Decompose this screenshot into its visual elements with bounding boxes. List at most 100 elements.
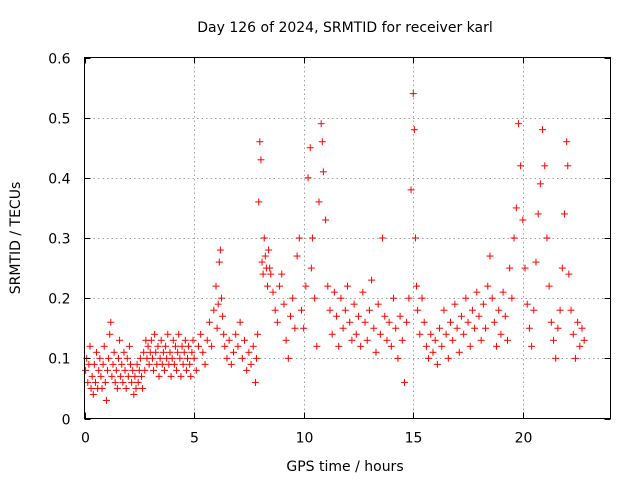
y-tick-label: 0.5 bbox=[48, 112, 70, 128]
data-point bbox=[144, 342, 152, 350]
data-point bbox=[190, 354, 198, 362]
x-tick-label: 5 bbox=[190, 431, 199, 447]
data-point bbox=[208, 342, 216, 350]
data-point bbox=[247, 360, 255, 368]
data-point bbox=[354, 312, 362, 320]
data-point bbox=[339, 324, 347, 332]
data-point bbox=[273, 318, 281, 326]
x-tick-label: 0 bbox=[81, 431, 90, 447]
data-point bbox=[392, 324, 400, 332]
data-point bbox=[453, 324, 461, 332]
data-point bbox=[319, 168, 327, 176]
data-point bbox=[499, 288, 507, 296]
data-point bbox=[227, 360, 235, 368]
data-point bbox=[503, 336, 511, 344]
data-point bbox=[240, 336, 248, 344]
data-point bbox=[409, 90, 417, 98]
data-point bbox=[162, 342, 170, 350]
data-point bbox=[407, 186, 415, 194]
data-point bbox=[297, 306, 305, 314]
data-point bbox=[348, 336, 356, 344]
y-tick-label: 0.1 bbox=[48, 352, 70, 368]
data-point bbox=[567, 306, 575, 314]
data-point bbox=[521, 264, 529, 272]
data-point bbox=[243, 366, 251, 374]
data-point bbox=[455, 348, 463, 356]
data-point bbox=[107, 318, 115, 326]
data-point bbox=[396, 312, 404, 320]
data-point bbox=[545, 282, 553, 290]
data-point bbox=[177, 372, 185, 380]
data-point bbox=[484, 282, 492, 290]
data-point bbox=[335, 342, 343, 350]
data-point bbox=[110, 348, 118, 356]
data-point bbox=[541, 162, 549, 170]
data-point bbox=[278, 270, 286, 278]
data-point bbox=[184, 354, 192, 362]
data-point bbox=[534, 210, 542, 218]
data-point bbox=[280, 300, 288, 308]
data-point bbox=[96, 354, 104, 362]
data-point bbox=[131, 372, 139, 380]
data-point bbox=[236, 318, 244, 326]
data-point bbox=[410, 126, 418, 134]
data-point bbox=[219, 312, 227, 320]
data-point bbox=[118, 360, 126, 368]
data-point bbox=[558, 264, 566, 272]
data-point bbox=[514, 120, 522, 128]
y-tick-label: 0 bbox=[62, 413, 71, 429]
data-point bbox=[368, 276, 376, 284]
data-point bbox=[186, 360, 194, 368]
data-point bbox=[302, 282, 310, 290]
data-point bbox=[576, 342, 584, 350]
data-point bbox=[479, 300, 487, 308]
data-point bbox=[258, 258, 266, 266]
data-point bbox=[418, 294, 426, 302]
data-point bbox=[178, 342, 186, 350]
data-point bbox=[411, 234, 419, 242]
data-point bbox=[173, 366, 181, 374]
data-point bbox=[400, 378, 408, 386]
data-point bbox=[128, 378, 136, 386]
data-point bbox=[203, 336, 211, 344]
data-point bbox=[547, 318, 555, 326]
data-point bbox=[429, 348, 437, 356]
data-point bbox=[93, 348, 101, 356]
data-point bbox=[318, 138, 326, 146]
data-point bbox=[106, 330, 114, 338]
data-point bbox=[293, 252, 301, 260]
y-tick-labels: 0 0.1 0.2 0.3 0.4 0.5 0.6 bbox=[48, 52, 70, 429]
data-point bbox=[394, 354, 402, 362]
data-point bbox=[213, 324, 221, 332]
data-point bbox=[125, 342, 133, 350]
data-point bbox=[260, 234, 268, 242]
data-point bbox=[379, 234, 387, 242]
data-point bbox=[192, 366, 200, 374]
data-point bbox=[216, 246, 224, 254]
data-point bbox=[291, 324, 299, 332]
data-point bbox=[113, 384, 121, 392]
data-point bbox=[306, 144, 314, 152]
data-point bbox=[449, 336, 457, 344]
data-point bbox=[132, 384, 140, 392]
data-point bbox=[220, 330, 228, 338]
data-point bbox=[179, 360, 187, 368]
data-point bbox=[164, 330, 172, 338]
data-point bbox=[427, 330, 435, 338]
data-point bbox=[176, 354, 184, 362]
data-point bbox=[158, 360, 166, 368]
data-point bbox=[259, 270, 267, 278]
data-point bbox=[261, 252, 269, 260]
data-point bbox=[287, 312, 295, 320]
data-point bbox=[447, 318, 455, 326]
data-point bbox=[269, 288, 277, 296]
data-point bbox=[308, 234, 316, 242]
data-point bbox=[525, 324, 533, 332]
data-point bbox=[431, 336, 439, 344]
data-point bbox=[120, 348, 128, 356]
data-point bbox=[497, 330, 505, 338]
data-point bbox=[127, 360, 135, 368]
data-point bbox=[495, 306, 503, 314]
data-point bbox=[157, 336, 165, 344]
